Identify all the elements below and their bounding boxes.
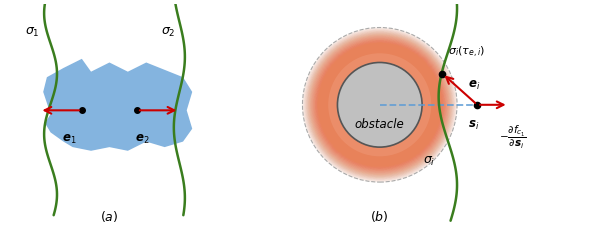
Circle shape [308, 34, 452, 177]
Circle shape [333, 58, 427, 152]
Circle shape [323, 49, 437, 162]
Circle shape [333, 59, 426, 152]
Text: $\sigma_1$: $\sigma_1$ [25, 26, 40, 38]
Circle shape [336, 61, 424, 150]
Text: $\sigma_i$: $\sigma_i$ [423, 154, 435, 167]
Circle shape [310, 36, 449, 175]
Circle shape [311, 37, 449, 174]
Circle shape [314, 40, 445, 170]
Text: $\sigma_i(\tau_{e,i})$: $\sigma_i(\tau_{e,i})$ [448, 44, 485, 60]
Circle shape [328, 54, 431, 157]
Circle shape [325, 51, 435, 160]
Circle shape [324, 50, 435, 161]
Circle shape [337, 63, 423, 148]
Circle shape [311, 38, 448, 173]
Circle shape [316, 42, 443, 168]
Circle shape [331, 57, 429, 154]
Circle shape [319, 44, 441, 166]
Circle shape [320, 46, 439, 164]
Circle shape [328, 53, 432, 157]
Text: $\boldsymbol{e}_i$: $\boldsymbol{e}_i$ [468, 79, 480, 92]
Circle shape [325, 51, 434, 159]
Circle shape [330, 56, 430, 155]
Circle shape [309, 35, 450, 175]
Circle shape [322, 47, 438, 164]
Circle shape [334, 60, 426, 151]
Circle shape [320, 46, 440, 165]
Circle shape [327, 53, 432, 158]
Circle shape [316, 42, 444, 169]
Circle shape [319, 45, 440, 166]
Circle shape [337, 63, 423, 148]
Circle shape [332, 58, 427, 153]
Circle shape [329, 55, 430, 156]
Circle shape [323, 49, 436, 161]
Circle shape [308, 33, 452, 177]
Text: $(b)$: $(b)$ [370, 208, 389, 223]
Circle shape [333, 59, 426, 152]
Text: $\boldsymbol{s}_i$: $\boldsymbol{s}_i$ [468, 118, 479, 131]
Circle shape [337, 63, 422, 147]
Text: $\sigma_2$: $\sigma_2$ [161, 26, 176, 38]
Circle shape [334, 60, 425, 150]
Circle shape [313, 38, 447, 172]
Circle shape [306, 33, 453, 178]
Circle shape [313, 39, 446, 172]
Circle shape [318, 44, 441, 167]
Text: $\boldsymbol{e}_2$: $\boldsymbol{e}_2$ [136, 133, 150, 146]
Circle shape [326, 52, 434, 159]
Circle shape [328, 54, 431, 157]
Circle shape [314, 40, 446, 171]
Circle shape [322, 48, 438, 163]
Circle shape [331, 56, 429, 154]
Text: $\boldsymbol{e}_1$: $\boldsymbol{e}_1$ [61, 133, 76, 146]
Circle shape [334, 60, 425, 150]
Circle shape [315, 41, 444, 170]
Circle shape [309, 35, 451, 176]
Circle shape [336, 62, 424, 149]
Text: $-\dfrac{\partial f_{c_1}}{\partial \boldsymbol{s}_i}$: $-\dfrac{\partial f_{c_1}}{\partial \bol… [499, 124, 527, 151]
Circle shape [336, 61, 424, 150]
Circle shape [306, 32, 454, 179]
Circle shape [334, 60, 426, 151]
Text: obstacle: obstacle [355, 117, 405, 130]
Circle shape [303, 28, 457, 182]
Circle shape [317, 43, 443, 168]
Text: $(a)$: $(a)$ [100, 208, 119, 223]
PathPatch shape [43, 60, 192, 151]
Circle shape [336, 62, 424, 149]
